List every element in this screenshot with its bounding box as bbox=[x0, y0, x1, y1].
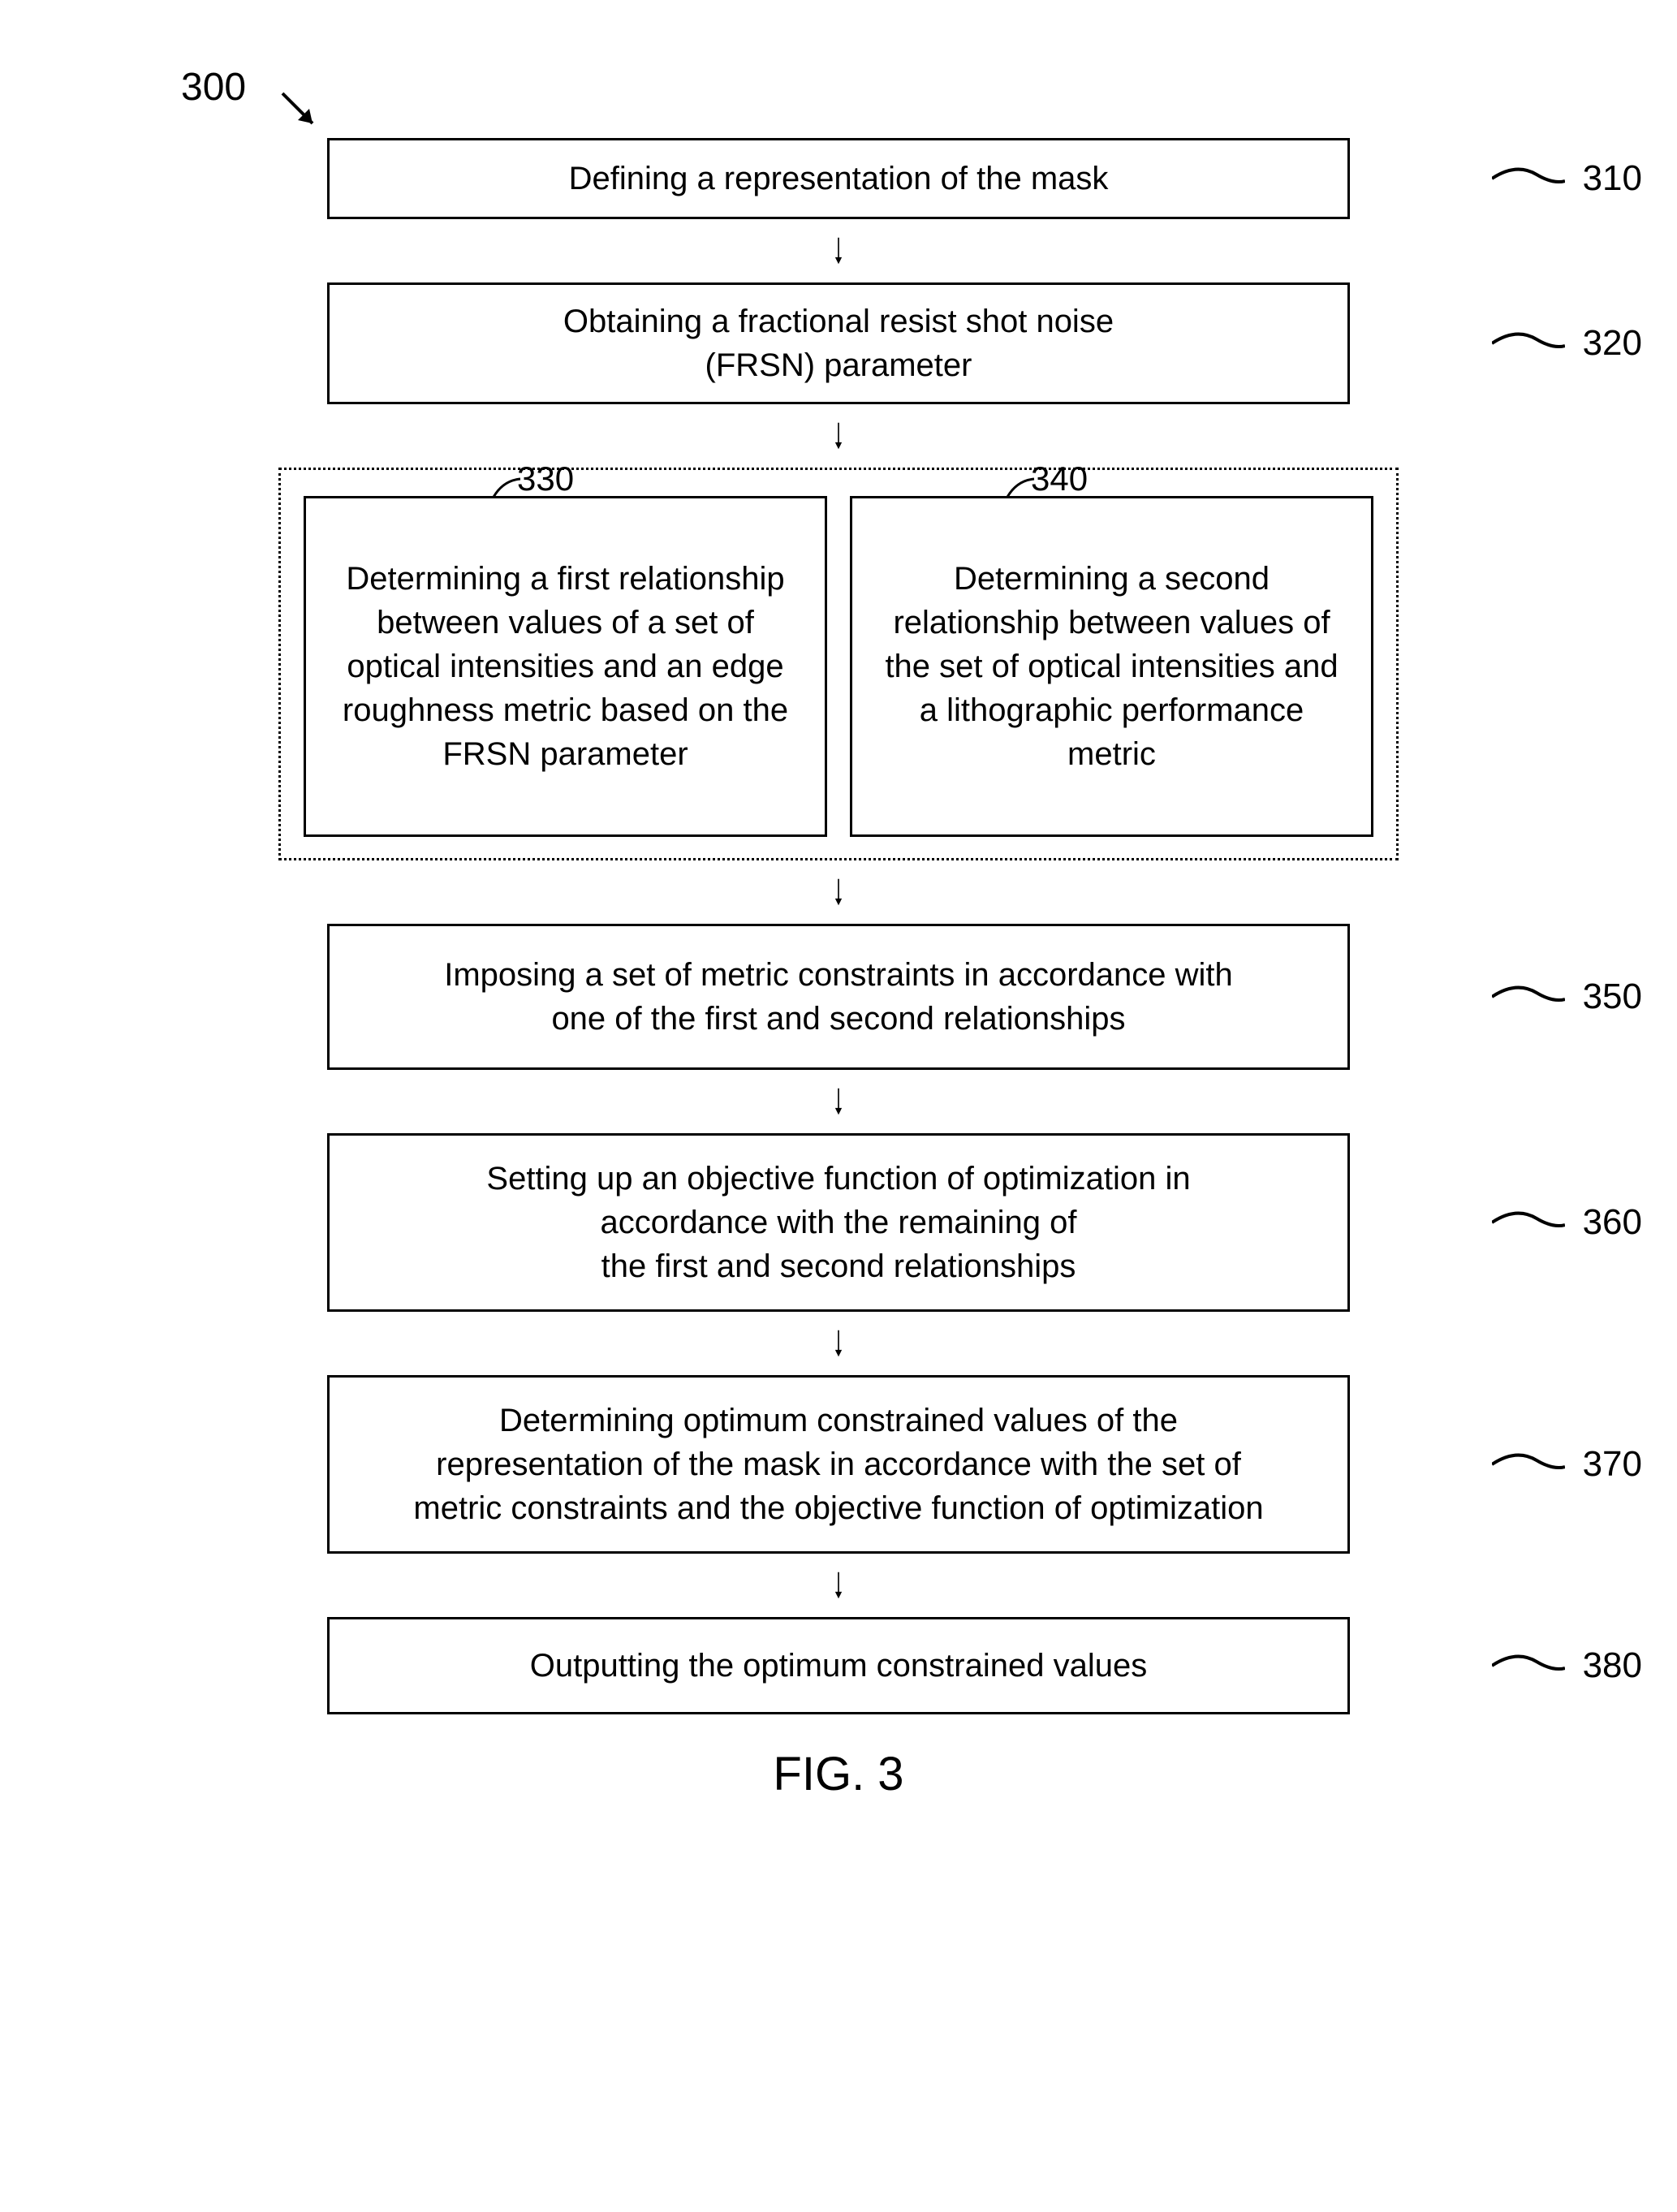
step-340-text: Determining a second relationship betwee… bbox=[875, 557, 1348, 776]
step-350-row: Imposing a set of metric constraints in … bbox=[181, 924, 1496, 1070]
step-370-line3: metric constraints and the objective fun… bbox=[413, 1486, 1263, 1530]
step-380-box: Outputting the optimum constrained value… bbox=[327, 1617, 1350, 1714]
figure-number-arrow bbox=[278, 89, 327, 138]
step-370-leader bbox=[1492, 1444, 1565, 1485]
arrow-350-360 bbox=[834, 1070, 843, 1133]
step-group-row: 330 Determining a first relationship bet… bbox=[181, 468, 1496, 860]
arrow-360-370 bbox=[834, 1312, 843, 1375]
flowchart: Defining a representation of the mask 31… bbox=[181, 138, 1496, 1714]
step-370-ref: 370 bbox=[1583, 1444, 1642, 1485]
step-380-leader bbox=[1492, 1645, 1565, 1686]
figure-number-row: 300 bbox=[181, 65, 1496, 138]
step-350-leader bbox=[1492, 977, 1565, 1017]
step-340-box: 340 Determining a second relationship be… bbox=[850, 496, 1373, 837]
step-360-row: Setting up an objective function of opti… bbox=[181, 1133, 1496, 1312]
step-380-text: Outputting the optimum constrained value… bbox=[530, 1644, 1147, 1688]
step-360-line1: Setting up an objective function of opti… bbox=[486, 1157, 1190, 1201]
figure-number: 300 bbox=[181, 65, 246, 110]
step-310-leader bbox=[1492, 158, 1565, 199]
step-330-box: 330 Determining a first relationship bet… bbox=[304, 496, 827, 837]
step-320-row: Obtaining a fractional resist shot noise… bbox=[181, 282, 1496, 404]
step-370-box: Determining optimum constrained values o… bbox=[327, 1375, 1350, 1554]
arrow-370-380 bbox=[834, 1554, 843, 1617]
step-310-text: Defining a representation of the mask bbox=[569, 157, 1109, 201]
step-340-ref: 340 bbox=[1031, 456, 1088, 502]
step-350-line2: one of the first and second relationship… bbox=[551, 997, 1125, 1041]
arrow-320-group bbox=[834, 404, 843, 468]
step-350-line1: Imposing a set of metric constraints in … bbox=[444, 953, 1233, 997]
step-370-row: Determining optimum constrained values o… bbox=[181, 1375, 1496, 1554]
step-360-line2: accordance with the remaining of bbox=[601, 1201, 1077, 1244]
step-320-box: Obtaining a fractional resist shot noise… bbox=[327, 282, 1350, 404]
step-370-line2: representation of the mask in accordance… bbox=[436, 1442, 1241, 1486]
step-310-row: Defining a representation of the mask 31… bbox=[181, 138, 1496, 219]
step-330-text: Determining a first relationship between… bbox=[329, 557, 802, 776]
step-380-row: Outputting the optimum constrained value… bbox=[181, 1617, 1496, 1714]
step-360-line3: the first and second relationships bbox=[601, 1244, 1076, 1288]
step-group-box: 330 Determining a first relationship bet… bbox=[278, 468, 1399, 860]
step-320-leader bbox=[1492, 323, 1565, 364]
step-350-box: Imposing a set of metric constraints in … bbox=[327, 924, 1350, 1070]
step-310-ref: 310 bbox=[1583, 158, 1642, 199]
step-380-ref: 380 bbox=[1583, 1645, 1642, 1686]
step-320-line1: Obtaining a fractional resist shot noise bbox=[563, 300, 1114, 343]
arrow-group-350 bbox=[834, 860, 843, 924]
step-330-ref: 330 bbox=[517, 456, 574, 502]
figure-title: FIG. 3 bbox=[773, 1747, 903, 1801]
step-360-leader bbox=[1492, 1202, 1565, 1243]
step-370-line1: Determining optimum constrained values o… bbox=[499, 1399, 1178, 1442]
step-360-ref: 360 bbox=[1583, 1202, 1642, 1243]
step-360-box: Setting up an objective function of opti… bbox=[327, 1133, 1350, 1312]
arrow-310-320 bbox=[834, 219, 843, 282]
step-320-line2: (FRSN) parameter bbox=[705, 343, 972, 387]
step-310-box: Defining a representation of the mask bbox=[327, 138, 1350, 219]
step-320-ref: 320 bbox=[1583, 323, 1642, 364]
step-350-ref: 350 bbox=[1583, 977, 1642, 1017]
